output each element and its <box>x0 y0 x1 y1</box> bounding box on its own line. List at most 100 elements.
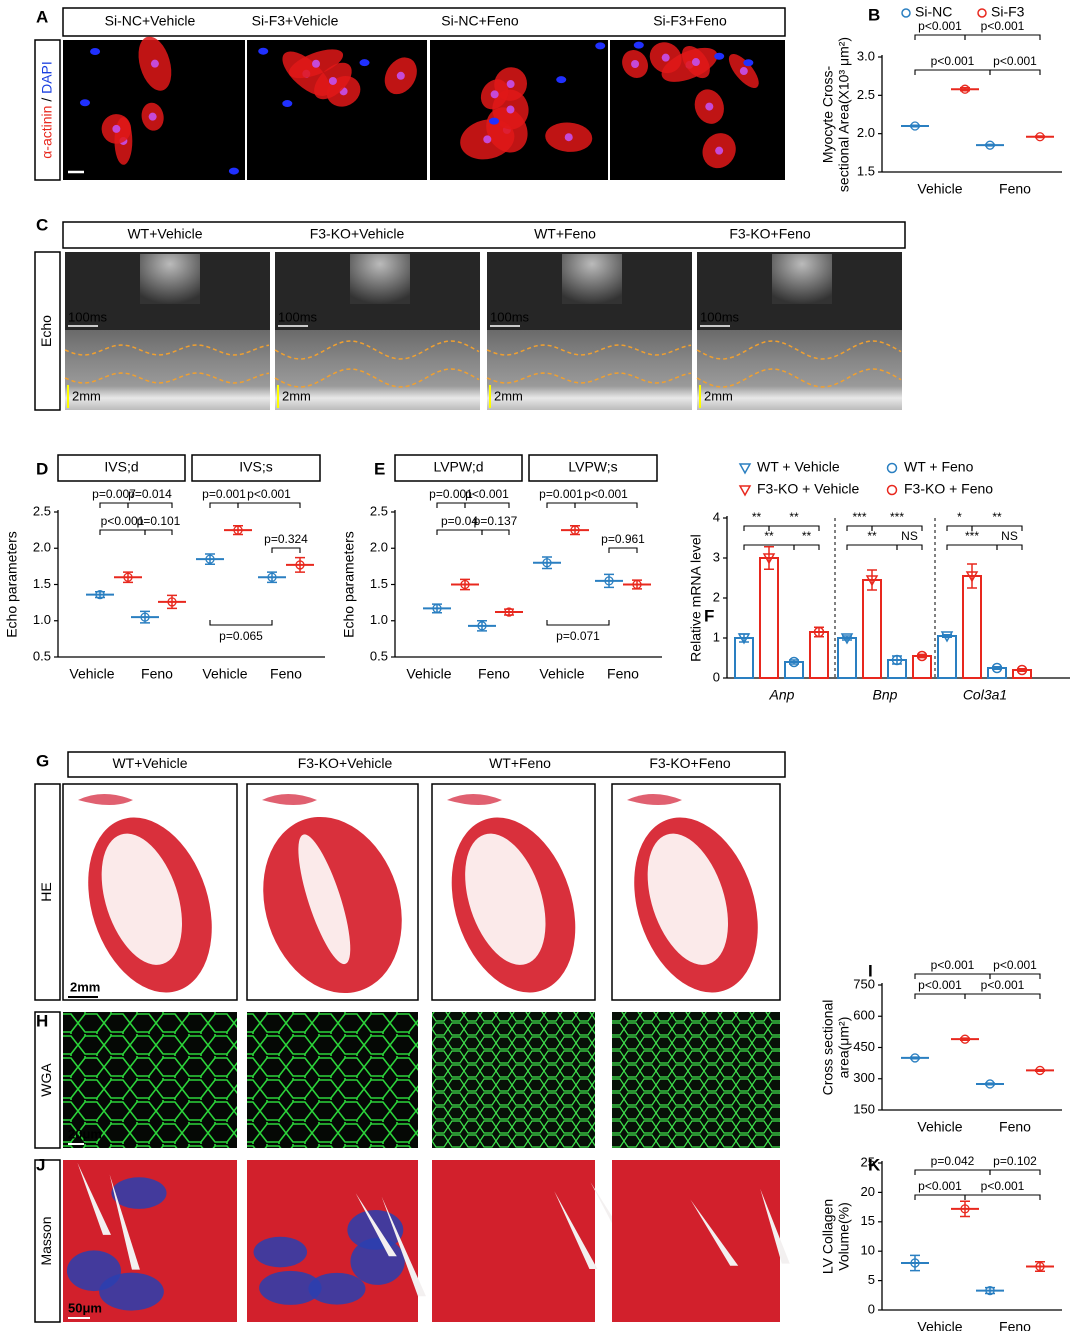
y-axis-label: Echo parameters <box>4 531 20 638</box>
p-value: p=0.324 <box>264 532 308 546</box>
masson-image <box>612 1160 780 1322</box>
comparison-bracket <box>768 525 820 531</box>
histology-frame <box>611 783 781 1001</box>
bar <box>809 631 829 679</box>
nucleus <box>79 99 90 107</box>
p-value: p<0.001 <box>981 19 1025 33</box>
error-bar <box>960 86 970 92</box>
data-point <box>840 633 854 645</box>
header-box <box>394 454 523 482</box>
p-value: ** <box>789 510 799 524</box>
p-value: p=0.065 <box>219 629 263 643</box>
vessel-gap <box>690 1199 739 1266</box>
p-value: ** <box>752 510 762 524</box>
error-bar <box>123 571 133 584</box>
vessel-gap <box>77 1162 112 1235</box>
y-axis-label: sectional Area(X10³ μm²) <box>836 37 852 192</box>
p-value: * <box>957 510 962 524</box>
comparison-bracket <box>914 34 966 40</box>
scale-label: 20μm <box>68 154 102 169</box>
p-value: *** <box>852 510 866 524</box>
error-bar <box>632 579 642 590</box>
comparison-bracket <box>436 502 466 508</box>
x-tick-label: Vehicle <box>917 1119 962 1135</box>
x-tick-label: Bnp <box>873 687 898 703</box>
p-value: ** <box>764 529 774 543</box>
comparison-bracket <box>481 529 510 535</box>
x-tick-label: Feno <box>478 666 510 682</box>
comparison-bracket <box>546 502 576 508</box>
error-bar <box>460 578 470 591</box>
p-value: p<0.001 <box>465 487 509 501</box>
data-point <box>891 654 903 666</box>
collagen <box>259 1270 322 1305</box>
panel-letter: C <box>36 215 48 234</box>
legend-marker <box>977 8 987 18</box>
condition-label: WT+Vehicle <box>112 755 187 771</box>
comparison-bracket <box>209 620 273 626</box>
y-axis-label: Cross sectional <box>820 1000 836 1096</box>
error-bar <box>504 608 514 616</box>
y-tick-label: 25 <box>861 1154 875 1169</box>
comparison-bracket <box>127 502 173 508</box>
depth-label: 2mm <box>72 388 101 403</box>
nucleus <box>631 59 640 68</box>
y-tick-label: 2.0 <box>857 125 875 140</box>
atrium <box>447 794 502 805</box>
comparison-bracket <box>271 547 301 553</box>
data-point <box>916 650 928 662</box>
nucleus <box>661 53 670 62</box>
header-box <box>62 7 786 37</box>
scale-label: 20μm <box>68 1126 102 1141</box>
error-bar <box>1035 1261 1045 1272</box>
ventricle-lumen <box>647 833 728 965</box>
vessel-gap <box>760 1188 790 1264</box>
p-value: p=0.071 <box>556 629 600 643</box>
y-axis-label: LV Collagen <box>820 1199 836 1274</box>
error-bar <box>233 525 243 536</box>
nucleus <box>743 59 754 67</box>
condition-label: Si-NC+Feno <box>441 13 519 29</box>
header-box <box>67 751 786 778</box>
comparison-bracket <box>914 1169 991 1175</box>
legend-marker <box>886 462 898 474</box>
depth-label: 2mm <box>282 388 311 403</box>
error-bar <box>910 1254 920 1272</box>
x-tick-label: Vehicle <box>917 1319 962 1331</box>
y-tick-label: 1.5 <box>857 163 875 178</box>
error-bar <box>140 610 150 624</box>
error-bar <box>1017 668 1027 672</box>
error-bar <box>432 603 442 614</box>
error-bar <box>789 659 799 665</box>
comparison-bracket <box>608 547 638 553</box>
ventricle-lumen <box>298 834 351 965</box>
error-bar <box>992 666 1002 670</box>
comparison-bracket <box>464 502 510 508</box>
p-value: p=0.014 <box>128 487 172 501</box>
header-box <box>528 454 658 482</box>
wga-image <box>432 1012 595 1148</box>
x-tick-label: Vehicle <box>917 181 962 197</box>
comparison-bracket <box>914 993 966 999</box>
atrium <box>627 794 682 805</box>
y-tick-label: 0.5 <box>370 648 388 663</box>
y-tick-label: 1 <box>713 629 720 644</box>
panel-letter: B <box>868 5 880 24</box>
stain-label: α-actinin / DAPI <box>38 61 54 159</box>
ventricle-lumen <box>101 833 182 965</box>
nucleus <box>483 135 492 144</box>
nucleus <box>564 133 573 142</box>
x-tick-label: Vehicle <box>406 666 451 682</box>
p-value: p<0.001 <box>584 487 628 501</box>
wall-trace <box>696 368 902 388</box>
data-point <box>940 631 954 643</box>
row-label: HE <box>38 882 54 901</box>
panel-letter: E <box>374 459 385 478</box>
header-box <box>62 221 906 249</box>
panel-letter: D <box>36 459 48 478</box>
nucleus <box>556 76 567 84</box>
bar <box>759 557 779 679</box>
nucleus <box>506 80 515 89</box>
bar <box>962 575 982 679</box>
atrium <box>262 794 317 805</box>
